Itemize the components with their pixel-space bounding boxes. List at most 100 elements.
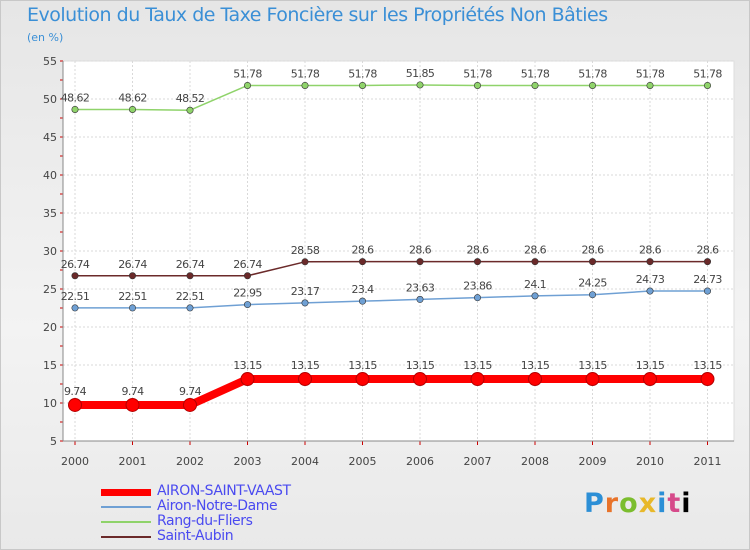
series-line-rang-du-fliers bbox=[75, 84, 708, 111]
data-point-airon-notre-dame bbox=[531, 292, 539, 300]
legend-label: Airon-Notre-Dame bbox=[157, 498, 278, 514]
data-point-airon-notre-dame bbox=[129, 304, 137, 312]
data-point-saint-aubin bbox=[129, 272, 137, 280]
data-point-airon-notre-dame bbox=[646, 287, 654, 295]
data-label-saint-aubin: 28.58 bbox=[291, 244, 320, 257]
data-label-airon-notre-dame: 23.63 bbox=[406, 281, 435, 294]
data-point-saint-aubin bbox=[301, 258, 309, 266]
legend-swatch bbox=[101, 536, 151, 538]
data-label-airon-saint-vaast: 13.15 bbox=[348, 359, 377, 372]
chart-subtitle: (en %) bbox=[27, 31, 64, 44]
data-point-airon-saint-vaast bbox=[68, 397, 82, 412]
data-point-airon-saint-vaast bbox=[298, 372, 312, 387]
x-tick-label: 2001 bbox=[119, 455, 147, 468]
data-label-airon-saint-vaast: 9.74 bbox=[64, 385, 87, 398]
data-point-rang-du-fliers bbox=[646, 81, 654, 89]
data-label-saint-aubin: 28.6 bbox=[409, 244, 432, 257]
data-label-saint-aubin: 28.6 bbox=[639, 244, 662, 257]
data-label-saint-aubin: 28.6 bbox=[524, 244, 547, 257]
y-tick-label: 55 bbox=[43, 55, 57, 68]
data-label-airon-saint-vaast: 9.74 bbox=[179, 385, 202, 398]
data-point-saint-aubin bbox=[473, 258, 481, 266]
data-label-airon-notre-dame: 22.95 bbox=[233, 287, 262, 300]
x-tick-label: 2010 bbox=[636, 455, 664, 468]
data-label-rang-du-fliers: 51.78 bbox=[636, 67, 665, 80]
data-label-airon-saint-vaast: 13.15 bbox=[233, 359, 262, 372]
x-tick-label: 2011 bbox=[694, 455, 722, 468]
data-label-saint-aubin: 28.6 bbox=[466, 244, 489, 257]
series-line-airon-saint-vaast bbox=[75, 375, 708, 409]
chart-title: Evolution du Taux de Taxe Foncière sur l… bbox=[27, 4, 608, 26]
legend-swatch bbox=[101, 488, 151, 496]
y-tick-label: 25 bbox=[43, 283, 57, 296]
data-label-saint-aubin: 26.74 bbox=[61, 258, 90, 271]
x-tick-label: 2006 bbox=[406, 455, 434, 468]
x-tick-label: 2008 bbox=[521, 455, 549, 468]
data-point-saint-aubin bbox=[531, 258, 539, 266]
series-line-saint-aubin bbox=[75, 260, 708, 277]
data-point-airon-notre-dame bbox=[244, 301, 252, 309]
data-label-airon-notre-dame: 22.51 bbox=[61, 290, 90, 303]
data-point-saint-aubin bbox=[186, 272, 194, 280]
data-point-airon-notre-dame bbox=[473, 294, 481, 302]
data-point-airon-notre-dame bbox=[358, 297, 366, 305]
x-tick-label: 2000 bbox=[61, 455, 89, 468]
data-label-airon-saint-vaast: 13.15 bbox=[291, 359, 320, 372]
y-tick-label: 35 bbox=[43, 207, 57, 220]
y-tick-label: 20 bbox=[43, 321, 57, 334]
data-label-airon-notre-dame: 24.1 bbox=[524, 278, 546, 291]
data-point-airon-saint-vaast bbox=[355, 372, 370, 387]
data-label-airon-saint-vaast: 13.15 bbox=[693, 359, 722, 372]
data-label-airon-saint-vaast: 13.15 bbox=[406, 359, 435, 372]
data-point-saint-aubin bbox=[588, 258, 596, 266]
data-point-rang-du-fliers bbox=[473, 81, 481, 89]
data-label-rang-du-fliers: 51.78 bbox=[521, 67, 550, 80]
data-label-rang-du-fliers: 51.78 bbox=[463, 67, 492, 80]
data-point-airon-notre-dame bbox=[588, 291, 596, 299]
y-tick-label: 45 bbox=[43, 131, 57, 144]
data-point-saint-aubin bbox=[646, 258, 654, 266]
data-point-airon-notre-dame bbox=[416, 295, 424, 303]
data-label-airon-saint-vaast: 13.15 bbox=[463, 359, 492, 372]
data-point-rang-du-fliers bbox=[301, 81, 309, 89]
data-point-saint-aubin bbox=[703, 258, 711, 266]
data-point-rang-du-fliers bbox=[244, 81, 252, 89]
data-point-saint-aubin bbox=[244, 272, 252, 280]
data-label-rang-du-fliers: 51.78 bbox=[291, 67, 320, 80]
data-point-airon-saint-vaast bbox=[643, 372, 657, 387]
data-label-saint-aubin: 26.74 bbox=[118, 258, 147, 271]
data-point-airon-saint-vaast bbox=[585, 372, 600, 387]
data-label-rang-du-fliers: 48.52 bbox=[176, 92, 205, 105]
data-label-saint-aubin: 28.6 bbox=[351, 244, 374, 257]
data-label-saint-aubin: 26.74 bbox=[176, 258, 205, 271]
data-point-rang-du-fliers bbox=[129, 105, 137, 113]
data-point-rang-du-fliers bbox=[531, 81, 539, 89]
data-label-airon-notre-dame: 23.86 bbox=[463, 280, 492, 293]
data-label-saint-aubin: 28.6 bbox=[581, 244, 604, 257]
x-tick-label: 2003 bbox=[234, 455, 262, 468]
x-tick-label: 2005 bbox=[349, 455, 377, 468]
data-point-rang-du-fliers bbox=[358, 81, 366, 89]
data-point-airon-notre-dame bbox=[301, 299, 309, 307]
data-point-airon-saint-vaast bbox=[700, 372, 715, 387]
y-tick-label: 30 bbox=[43, 245, 57, 258]
x-tick-label: 2009 bbox=[579, 455, 607, 468]
legend-swatch bbox=[101, 506, 151, 508]
data-label-airon-notre-dame: 22.51 bbox=[176, 290, 205, 303]
proxiti-logo: Proxiti bbox=[584, 488, 692, 519]
data-label-rang-du-fliers: 51.78 bbox=[578, 67, 607, 80]
x-tick-label: 2002 bbox=[176, 455, 204, 468]
y-tick-label: 15 bbox=[43, 359, 57, 372]
data-point-airon-saint-vaast bbox=[240, 372, 255, 387]
data-label-rang-du-fliers: 48.62 bbox=[118, 91, 147, 104]
data-point-airon-notre-dame bbox=[186, 304, 194, 312]
data-label-airon-saint-vaast: 9.74 bbox=[121, 385, 144, 398]
series-line-airon-notre-dame bbox=[75, 290, 708, 309]
legend-label: AIRON-SAINT-VAAST bbox=[157, 483, 291, 499]
data-point-rang-du-fliers bbox=[703, 81, 711, 89]
y-tick-label: 5 bbox=[50, 435, 57, 448]
data-point-saint-aubin bbox=[416, 258, 424, 266]
data-point-airon-saint-vaast bbox=[125, 397, 140, 412]
data-label-rang-du-fliers: 48.62 bbox=[61, 91, 90, 104]
